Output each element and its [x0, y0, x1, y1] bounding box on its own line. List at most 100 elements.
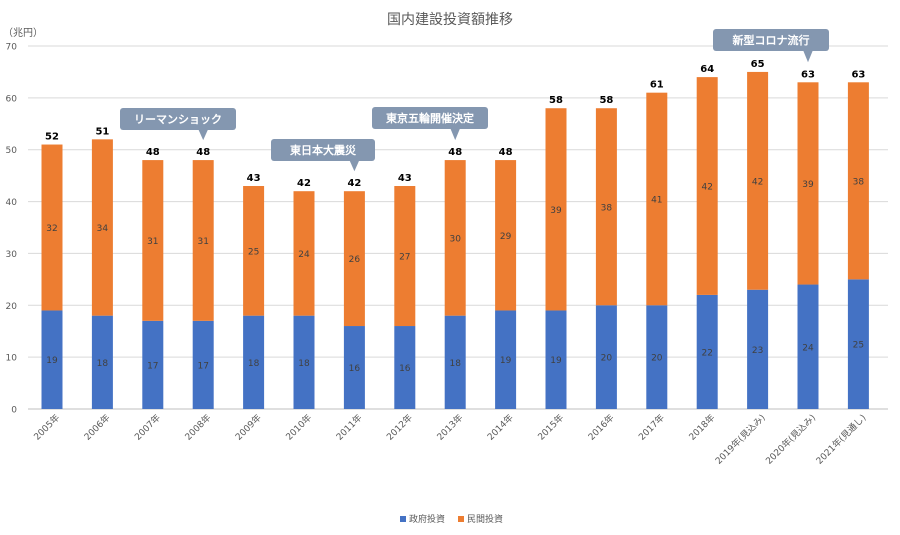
- data-label-government: 16: [349, 364, 361, 374]
- x-tick-label: 2020年(見込み): [763, 412, 818, 467]
- y-tick-label: 70: [6, 43, 18, 53]
- y-tick-label: 40: [6, 198, 18, 208]
- bar-segment-government: [696, 294, 718, 409]
- x-tick-label: 2005年: [31, 412, 62, 443]
- data-label-private: 39: [550, 206, 562, 216]
- bar-segment-private: [293, 191, 315, 316]
- data-label-total: 48: [146, 147, 160, 158]
- bar-segment-government: [444, 315, 466, 409]
- data-label-government: 19: [500, 356, 512, 366]
- bar-segment-government: [646, 305, 668, 409]
- bar-segment-government: [847, 279, 869, 409]
- y-tick-label: 50: [6, 146, 18, 156]
- legend: 政府投資 民間投資: [400, 513, 503, 525]
- x-tick-label: 2009年: [233, 412, 264, 443]
- x-tick-label: 2017年: [636, 412, 667, 443]
- bar-segment-government: [142, 320, 164, 409]
- data-label-government: 23: [752, 346, 763, 356]
- data-label-private: 42: [701, 183, 712, 193]
- bar-segment-government: [41, 310, 63, 409]
- data-label-government: 17: [197, 361, 208, 371]
- bar-segment-private: [394, 186, 416, 327]
- x-tick-label: 2014年: [485, 412, 516, 443]
- data-label-private: 34: [97, 224, 109, 234]
- annotation-callout: 新型コロナ流行: [713, 29, 829, 63]
- data-label-total: 48: [196, 147, 210, 158]
- data-label-private: 41: [651, 195, 662, 205]
- bar-segment-private: [797, 82, 819, 285]
- data-label-total: 64: [700, 64, 714, 75]
- bar-segment-private: [747, 71, 769, 290]
- data-label-private: 38: [853, 177, 865, 187]
- callout-box: [120, 108, 236, 130]
- bar-segment-private: [444, 160, 466, 316]
- callout-pointer: [198, 129, 209, 141]
- bar-segment-private: [343, 191, 365, 327]
- chart-title: 国内建設投資額推移: [387, 12, 513, 28]
- callout-text: 東京五輪開催決定: [386, 111, 474, 125]
- y-tick-label: 10: [6, 354, 18, 364]
- bar-segment-private: [495, 160, 517, 311]
- data-label-government: 17: [147, 361, 158, 371]
- bar-segment-government: [192, 320, 214, 409]
- annotation-callout: リーマンショック: [120, 108, 236, 141]
- callout-box: [372, 107, 488, 129]
- data-label-total: 58: [549, 95, 563, 106]
- callout-text: 東日本大震災: [290, 143, 357, 157]
- bar-segment-government: [495, 310, 517, 409]
- data-label-private: 29: [500, 232, 512, 242]
- data-label-private: 31: [197, 237, 208, 247]
- data-label-government: 18: [248, 359, 260, 369]
- x-tick-label: 2018年: [686, 412, 717, 443]
- data-label-private: 30: [449, 234, 461, 244]
- bar-segment-private: [545, 108, 567, 311]
- data-label-total: 65: [751, 59, 765, 70]
- data-label-total: 43: [247, 173, 261, 184]
- bar-segment-private: [91, 139, 113, 316]
- data-label-private: 24: [298, 250, 310, 260]
- data-label-government: 20: [601, 354, 613, 364]
- data-label-total: 61: [650, 80, 664, 91]
- data-label-private: 26: [349, 255, 361, 265]
- data-label-total: 51: [95, 126, 109, 137]
- data-label-government: 18: [97, 359, 109, 369]
- x-tick-label: 2019年(見込み): [713, 412, 768, 467]
- bar-segment-private: [192, 160, 214, 321]
- bar-segment-private: [696, 77, 718, 295]
- bar-segment-private: [595, 108, 617, 306]
- annotation-callout: 東日本大震災: [271, 139, 375, 172]
- x-axis-ticks: 2005年 2006年 2007年 2008年 2009年 2010年 2011年 2012年…: [31, 412, 868, 467]
- data-label-total: 52: [45, 132, 59, 143]
- data-label-government: 19: [550, 356, 562, 366]
- bar-segment-government: [343, 326, 365, 409]
- data-label-total: 63: [851, 69, 865, 80]
- data-label-total: 48: [448, 147, 462, 158]
- data-label-government: 18: [298, 359, 310, 369]
- data-label-government: 16: [399, 364, 411, 374]
- bar-segment-government: [91, 315, 113, 409]
- x-tick-label: 2012年: [384, 412, 415, 443]
- data-label-government: 20: [651, 354, 663, 364]
- y-axis-unit-label: （兆円）: [3, 27, 43, 39]
- x-tick-label: 2011年: [333, 412, 364, 443]
- callout-pointer: [349, 160, 360, 172]
- data-label-private: 31: [147, 237, 158, 247]
- bar-segment-government: [545, 310, 567, 409]
- x-tick-label: 2013年: [434, 412, 465, 443]
- bar-segment-private: [142, 160, 164, 321]
- data-label-total: 43: [398, 173, 412, 184]
- data-label-private: 25: [248, 247, 259, 257]
- y-tick-label: 30: [6, 250, 18, 260]
- data-label-private: 42: [752, 177, 763, 187]
- bar-segment-government: [797, 284, 819, 409]
- data-label-total: 48: [499, 147, 513, 158]
- callout-pointer: [450, 128, 461, 141]
- legend-label: 政府投資: [409, 513, 445, 525]
- bar-segment-private: [847, 82, 869, 280]
- x-tick-label: 2010年: [283, 412, 314, 443]
- callout-pointer: [803, 50, 813, 63]
- bar-segment-private: [243, 186, 265, 316]
- data-label-government: 18: [449, 359, 461, 369]
